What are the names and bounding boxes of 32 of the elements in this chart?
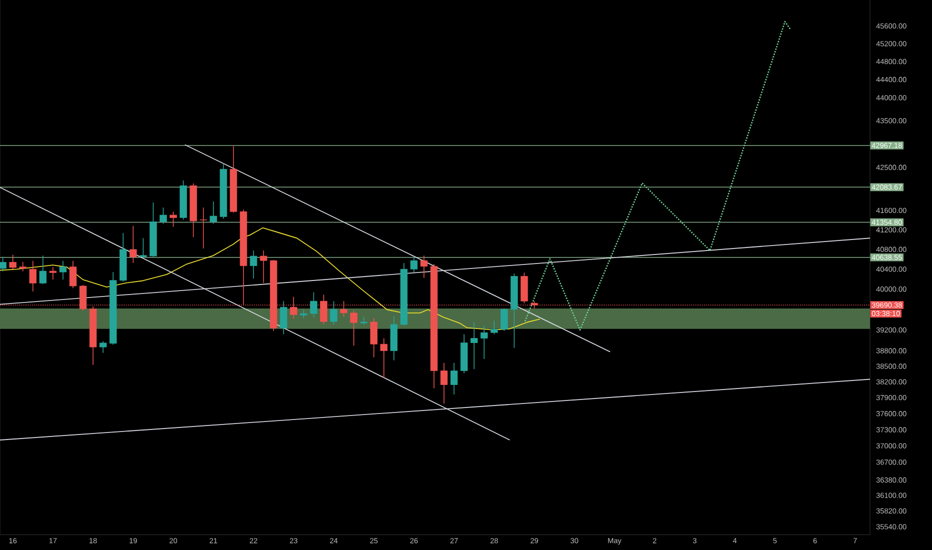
candlestick <box>330 300 338 325</box>
candlestick <box>49 266 57 280</box>
candlestick <box>59 260 67 280</box>
candlestick <box>480 326 488 360</box>
candlestick <box>9 254 16 270</box>
candlestick <box>310 292 318 318</box>
candlestick <box>99 340 107 354</box>
candlestick <box>200 207 207 249</box>
candlestick <box>440 362 448 404</box>
candlestick <box>250 250 258 280</box>
candlestick <box>410 256 418 273</box>
candlestick <box>160 207 167 224</box>
candlestick <box>0 256 6 272</box>
candlestick <box>170 211 177 228</box>
candlestick <box>470 322 478 370</box>
candlestick <box>29 260 37 292</box>
candlestick <box>39 255 47 285</box>
candlestick <box>260 250 268 284</box>
candlestick <box>380 338 388 378</box>
candlestick <box>19 262 26 272</box>
candlestick <box>280 300 288 335</box>
candlestick <box>420 255 428 278</box>
candlestick <box>350 310 358 346</box>
candlestick <box>300 309 308 319</box>
candlestick <box>210 201 218 224</box>
candlestick <box>370 318 378 358</box>
candlestick <box>140 238 147 258</box>
candlestick <box>500 308 508 332</box>
candlestick <box>130 225 137 264</box>
candlestick <box>69 260 77 289</box>
candlestick <box>450 362 458 395</box>
candlestick <box>490 320 498 335</box>
